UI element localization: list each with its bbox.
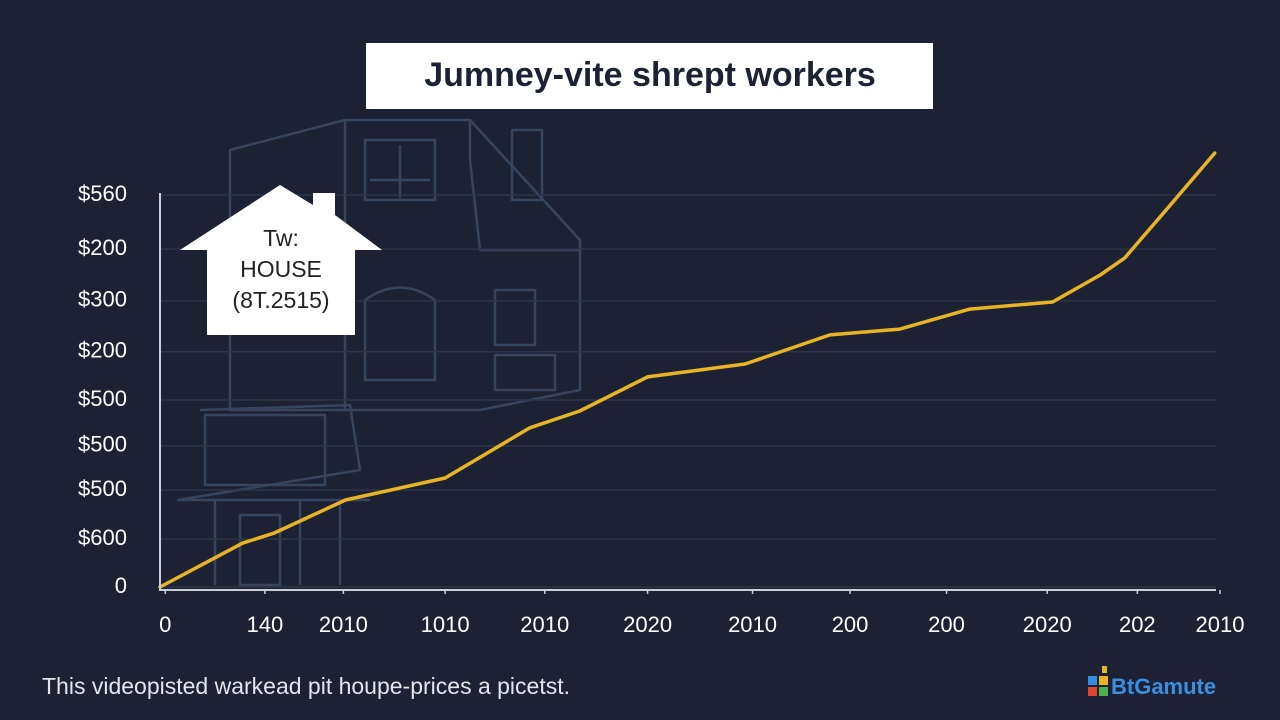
logo-icon <box>1099 687 1108 696</box>
y-tick-label: $200 <box>78 235 127 260</box>
x-tick-label: 2010 <box>319 612 368 637</box>
y-tick-label: $500 <box>78 386 127 411</box>
y-tick-label: 0 <box>115 573 127 598</box>
annotation-text: (8T.2515) <box>232 287 329 313</box>
logo: BtGamute <box>1088 666 1216 699</box>
x-tick-label: 2010 <box>1196 612 1245 637</box>
y-tick-label: $600 <box>78 525 127 550</box>
chart-title: Jumney-vite shrept workers <box>424 56 876 94</box>
annotation-text: HOUSE <box>240 256 322 282</box>
data-line <box>158 151 1217 589</box>
x-tick-label: 200 <box>928 612 965 637</box>
logo-icon <box>1099 676 1108 685</box>
y-tick-label: $200 <box>78 338 127 363</box>
y-tick-label: $500 <box>78 476 127 501</box>
logo-icon <box>1088 687 1097 696</box>
y-tick-label: $300 <box>78 287 127 312</box>
x-tick-label: 1010 <box>421 612 470 637</box>
annotation-text: Tw: <box>263 225 299 251</box>
house-callout: Tw: HOUSE (8T.2515) <box>180 185 382 335</box>
logo-icon <box>1088 676 1097 685</box>
x-tick-label: 2020 <box>1023 612 1072 637</box>
x-tick-label: 202 <box>1119 612 1156 637</box>
logo-text: BtGamute <box>1111 674 1216 699</box>
caption: This videopisted warkead pit houpe-price… <box>42 673 570 699</box>
x-tick-label: 2020 <box>623 612 672 637</box>
x-tick-label: 200 <box>832 612 869 637</box>
x-tick-label: 2010 <box>520 612 569 637</box>
house-shape <box>180 185 382 335</box>
y-tick-label: $500 <box>78 432 127 457</box>
y-tick-label: $560 <box>78 181 127 206</box>
x-tick-label: 2010 <box>728 612 777 637</box>
x-tick-label: 140 <box>247 612 284 637</box>
logo-icon <box>1102 666 1107 673</box>
title-box <box>366 43 933 109</box>
x-tick-label: 0 <box>159 612 171 637</box>
